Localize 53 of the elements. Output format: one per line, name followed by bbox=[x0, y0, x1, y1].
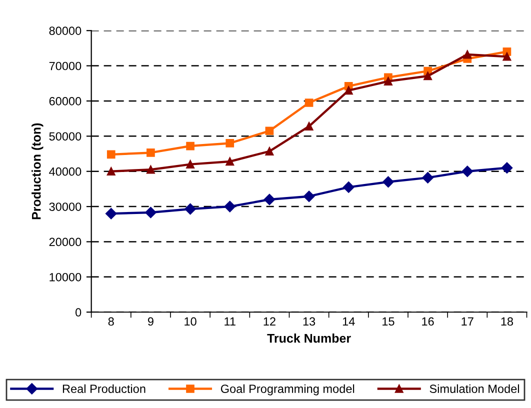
x-tick-label: 8 bbox=[108, 317, 114, 326]
point bbox=[501, 162, 513, 174]
x-tick-label: 11 bbox=[224, 317, 236, 326]
point bbox=[184, 203, 196, 215]
point bbox=[265, 147, 274, 156]
point bbox=[146, 165, 155, 174]
point bbox=[224, 200, 236, 212]
point bbox=[343, 182, 354, 193]
legend-label: Goal Programming model bbox=[220, 384, 354, 396]
x-tick-label: 15 bbox=[382, 317, 394, 326]
x-tick-label: 16 bbox=[422, 317, 434, 326]
y-tick-label: 60000 bbox=[49, 97, 82, 106]
point bbox=[502, 52, 512, 61]
point bbox=[424, 72, 432, 80]
point bbox=[265, 126, 274, 136]
y-tick-label: 50000 bbox=[49, 132, 82, 141]
x-axis-title: Truck Number bbox=[267, 334, 351, 343]
x-tick-label: 12 bbox=[264, 317, 276, 326]
point bbox=[186, 160, 194, 168]
point bbox=[422, 172, 434, 184]
point bbox=[463, 50, 472, 59]
point bbox=[382, 176, 394, 188]
y-axis-title: Production (ton) bbox=[32, 123, 44, 220]
y-tick-label: 20000 bbox=[49, 238, 82, 246]
point bbox=[264, 194, 276, 206]
legend-label: Real Production bbox=[62, 384, 146, 393]
point bbox=[303, 190, 315, 202]
y-tick-label: 10000 bbox=[50, 272, 82, 282]
x-tick-label: 13 bbox=[303, 317, 316, 326]
point bbox=[462, 166, 473, 177]
point bbox=[344, 86, 353, 95]
point bbox=[145, 206, 156, 218]
x-tick-label: 10 bbox=[184, 317, 196, 326]
x-tick-label: 17 bbox=[462, 317, 474, 326]
y-tick-label: 40000 bbox=[49, 167, 82, 176]
y-tick-label: 30000 bbox=[49, 202, 82, 211]
point bbox=[106, 150, 116, 159]
point bbox=[384, 77, 392, 86]
point bbox=[304, 122, 314, 130]
point bbox=[106, 208, 117, 220]
x-tick-label: 18 bbox=[501, 317, 514, 326]
y-tick-label: 0 bbox=[76, 308, 82, 317]
point bbox=[146, 148, 155, 157]
x-tick-label: 14 bbox=[342, 317, 355, 326]
point bbox=[226, 157, 234, 166]
point bbox=[226, 139, 234, 148]
point bbox=[186, 142, 194, 150]
x-tick-label: 9 bbox=[148, 317, 154, 326]
point bbox=[304, 98, 314, 107]
y-tick-label: 70000 bbox=[49, 62, 82, 70]
legend-label: Simulation Model bbox=[430, 384, 519, 393]
point bbox=[106, 167, 116, 176]
y-tick-label: 80000 bbox=[49, 26, 82, 35]
